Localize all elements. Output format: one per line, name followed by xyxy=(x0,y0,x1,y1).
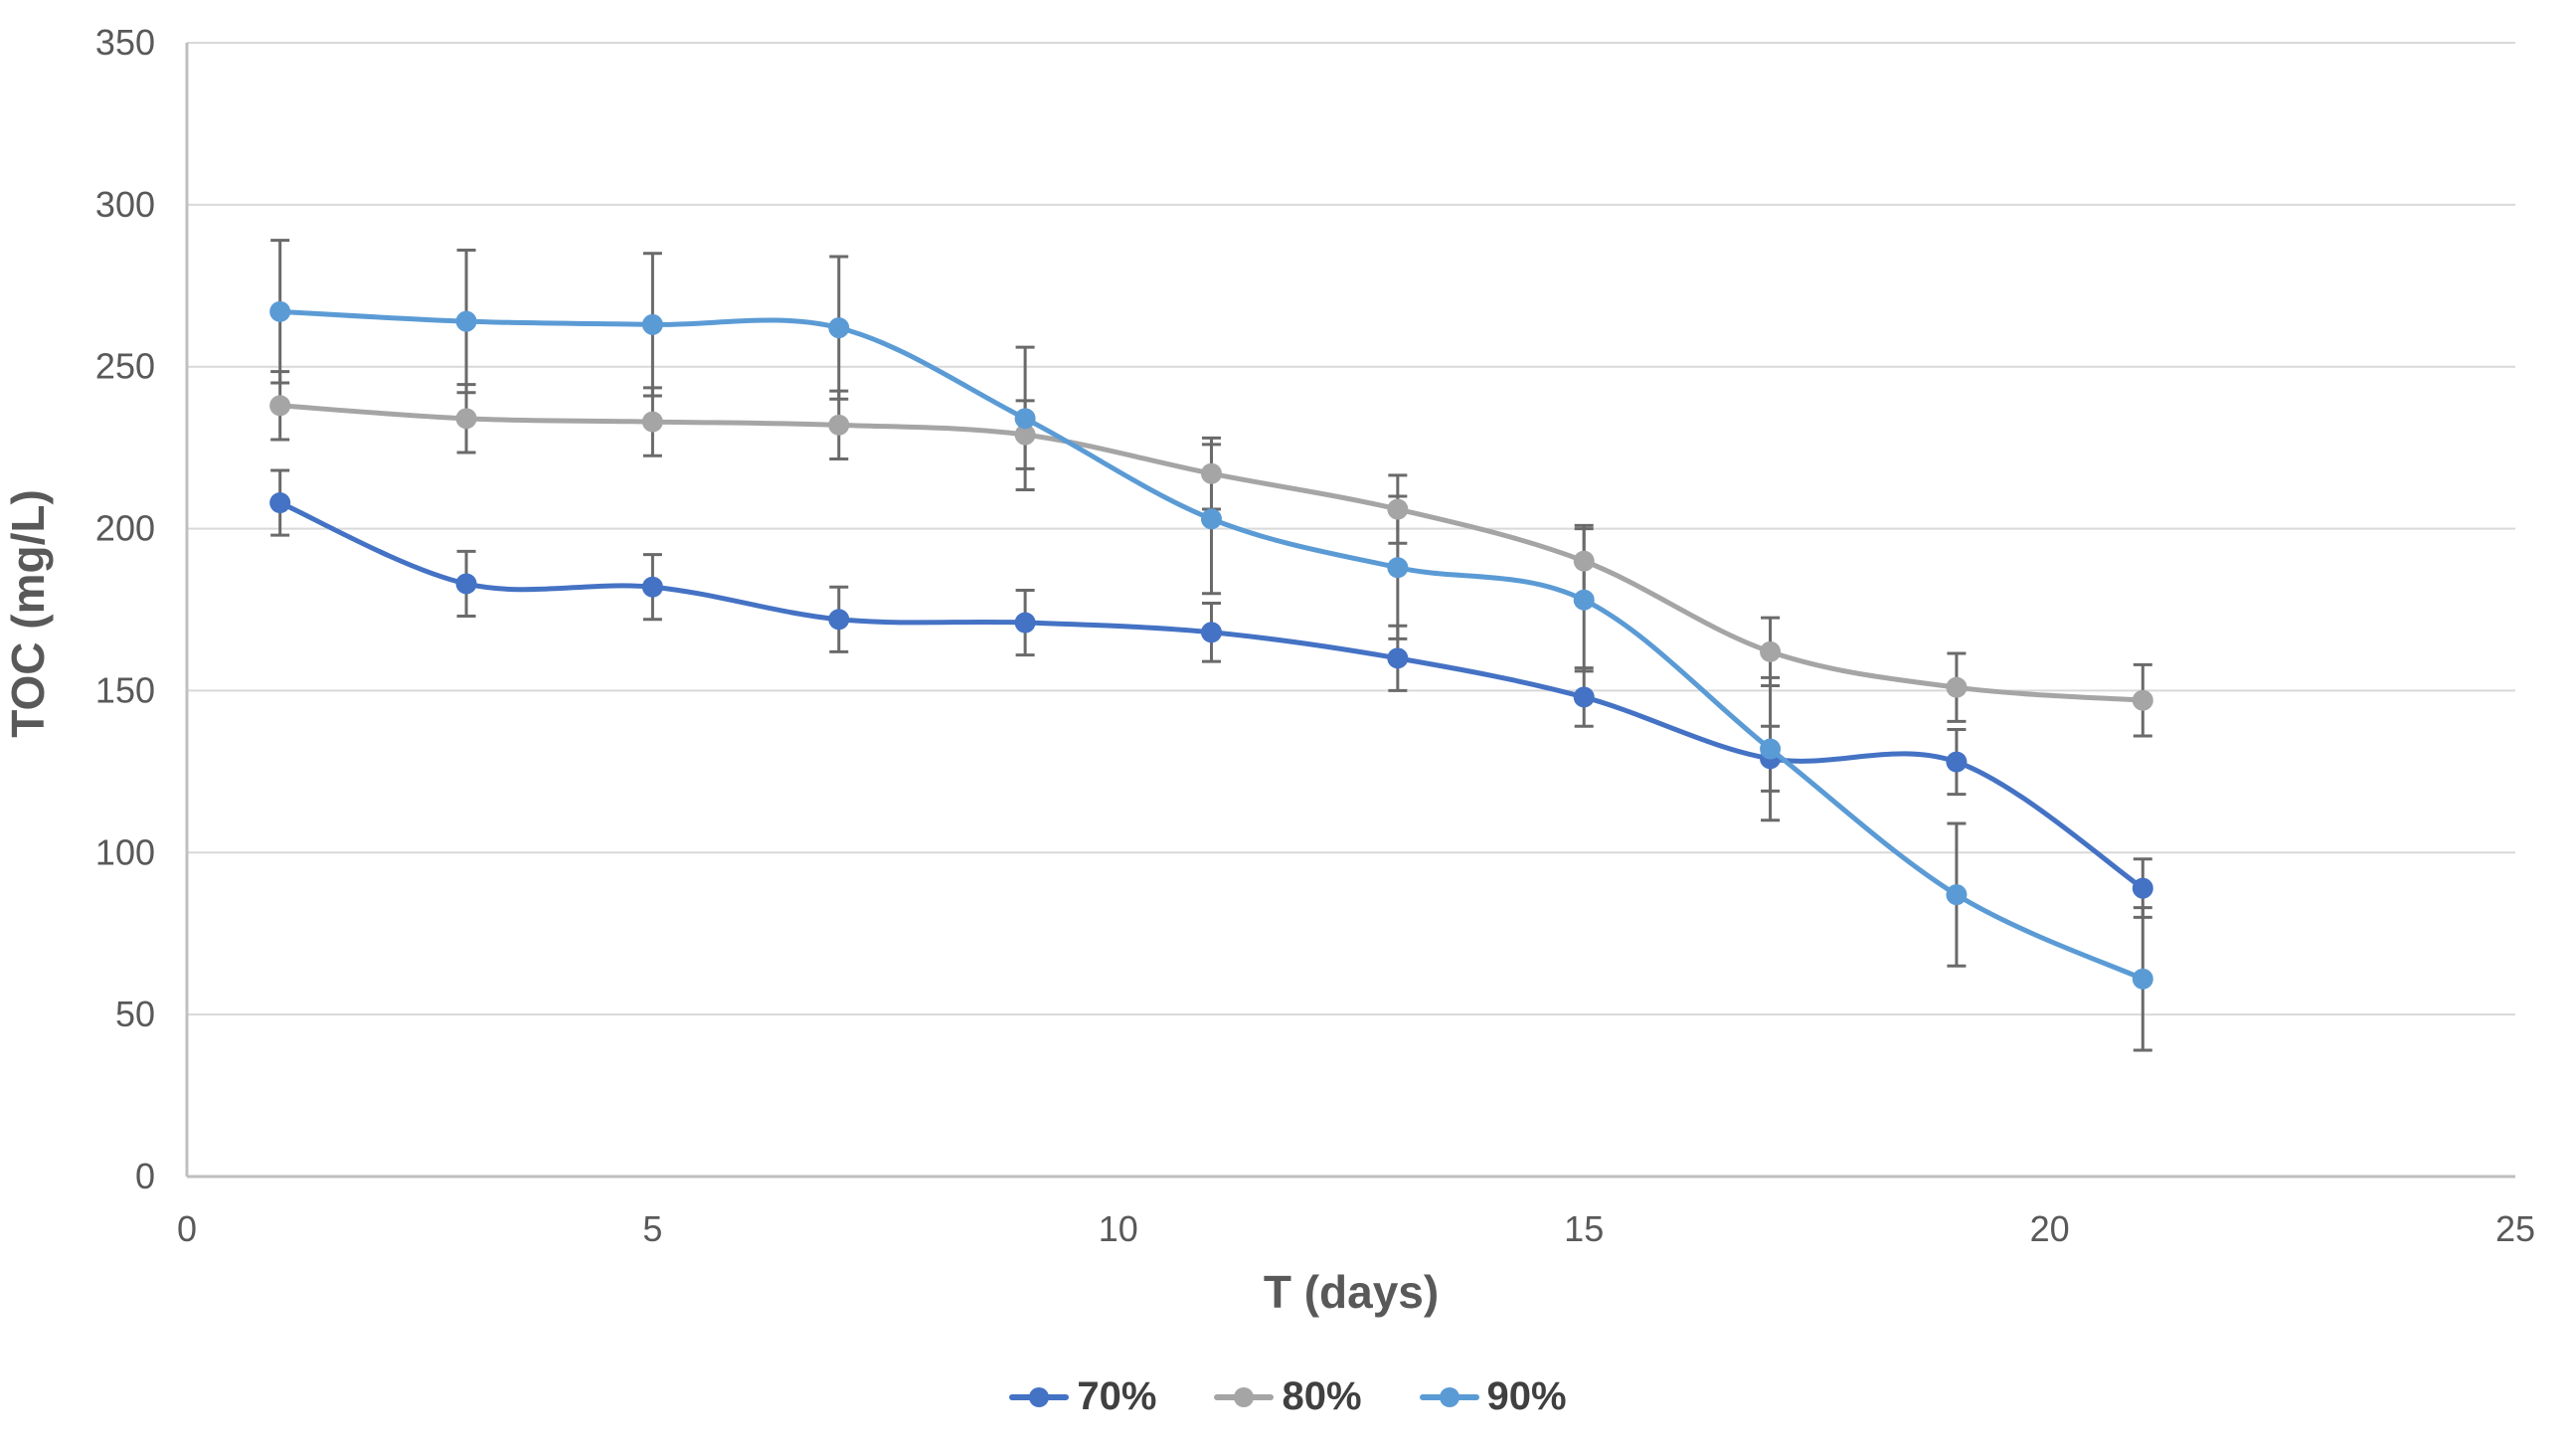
data-point-80% xyxy=(1014,424,1036,446)
gridlines xyxy=(187,42,2515,1016)
data-point-80% xyxy=(1946,676,1968,698)
x-tick-label-15: 15 xyxy=(1564,1208,1604,1249)
x-tick-label-10: 10 xyxy=(1099,1208,1138,1249)
data-point-70% xyxy=(1573,686,1595,708)
data-point-90% xyxy=(1760,738,1782,760)
legend-label-70: 70% xyxy=(1077,1374,1157,1418)
data-point-90% xyxy=(1014,408,1036,430)
y-tick-label-100: 100 xyxy=(95,831,155,872)
data-point-70% xyxy=(455,573,477,595)
data-point-80% xyxy=(1387,498,1409,520)
data-point-80% xyxy=(828,414,850,436)
data-point-80% xyxy=(1573,550,1595,572)
data-point-70% xyxy=(641,576,663,598)
data-point-90% xyxy=(1573,589,1595,611)
data-point-90% xyxy=(2132,968,2153,990)
data-point-70% xyxy=(1200,622,1222,643)
data-point-90% xyxy=(269,300,291,322)
data-point-90% xyxy=(1387,557,1409,579)
legend-marker-90-icon xyxy=(1419,1386,1479,1408)
y-tick-label-0: 0 xyxy=(135,1156,155,1196)
legend-item-80: 80% xyxy=(1214,1374,1362,1419)
data-point-70% xyxy=(1387,647,1409,669)
y-tick-label-50: 50 xyxy=(115,994,155,1034)
data-point-80% xyxy=(2132,689,2153,711)
data-point-90% xyxy=(1200,508,1222,530)
x-tick-label-5: 5 xyxy=(642,1208,662,1249)
data-point-70% xyxy=(828,609,850,631)
legend-label-80: 80% xyxy=(1282,1374,1362,1418)
data-point-70% xyxy=(2132,877,2153,899)
x-tick-label-20: 20 xyxy=(2030,1208,2070,1249)
legend-item-90: 90% xyxy=(1419,1374,1567,1419)
data-point-70% xyxy=(269,492,291,514)
data-point-80% xyxy=(1200,462,1222,484)
x-tick-label-25: 25 xyxy=(2495,1208,2535,1249)
data-point-90% xyxy=(641,313,663,335)
data-point-80% xyxy=(1760,640,1782,662)
data-point-90% xyxy=(1946,884,1968,906)
x-axis-title: T (days) xyxy=(1263,1266,1440,1318)
data-point-90% xyxy=(455,310,477,332)
data-point-70% xyxy=(1014,612,1036,634)
legend-marker-80-icon xyxy=(1214,1386,1275,1408)
data-point-80% xyxy=(269,395,291,417)
y-tick-label-150: 150 xyxy=(95,669,155,710)
series-markers-90% xyxy=(269,300,2153,990)
series-line-90% xyxy=(277,308,2146,982)
x-tick-label-0: 0 xyxy=(177,1208,197,1249)
data-point-90% xyxy=(828,317,850,339)
y-tick-label-300: 300 xyxy=(95,184,155,225)
data-point-80% xyxy=(455,408,477,430)
data-point-80% xyxy=(641,411,663,433)
legend-label-90: 90% xyxy=(1486,1374,1567,1418)
chart-legend: 70% 80% 90% xyxy=(0,1374,2576,1419)
y-tick-label-250: 250 xyxy=(95,346,155,387)
y-tick-label-200: 200 xyxy=(95,508,155,549)
tick-labels: 0 50 100 150 200 250 300 350 0 5 10 15 20 25 xyxy=(95,22,2535,1249)
series-markers-80% xyxy=(269,395,2153,711)
axes xyxy=(185,43,2515,1179)
error-bars xyxy=(270,239,2152,1052)
legend-item-70: 70% xyxy=(1009,1374,1156,1419)
y-tick-label-350: 350 xyxy=(95,22,155,63)
data-point-70% xyxy=(1946,751,1968,773)
y-axis-title: TOC (mg/L) xyxy=(2,489,54,738)
legend-marker-70-icon xyxy=(1009,1386,1070,1408)
